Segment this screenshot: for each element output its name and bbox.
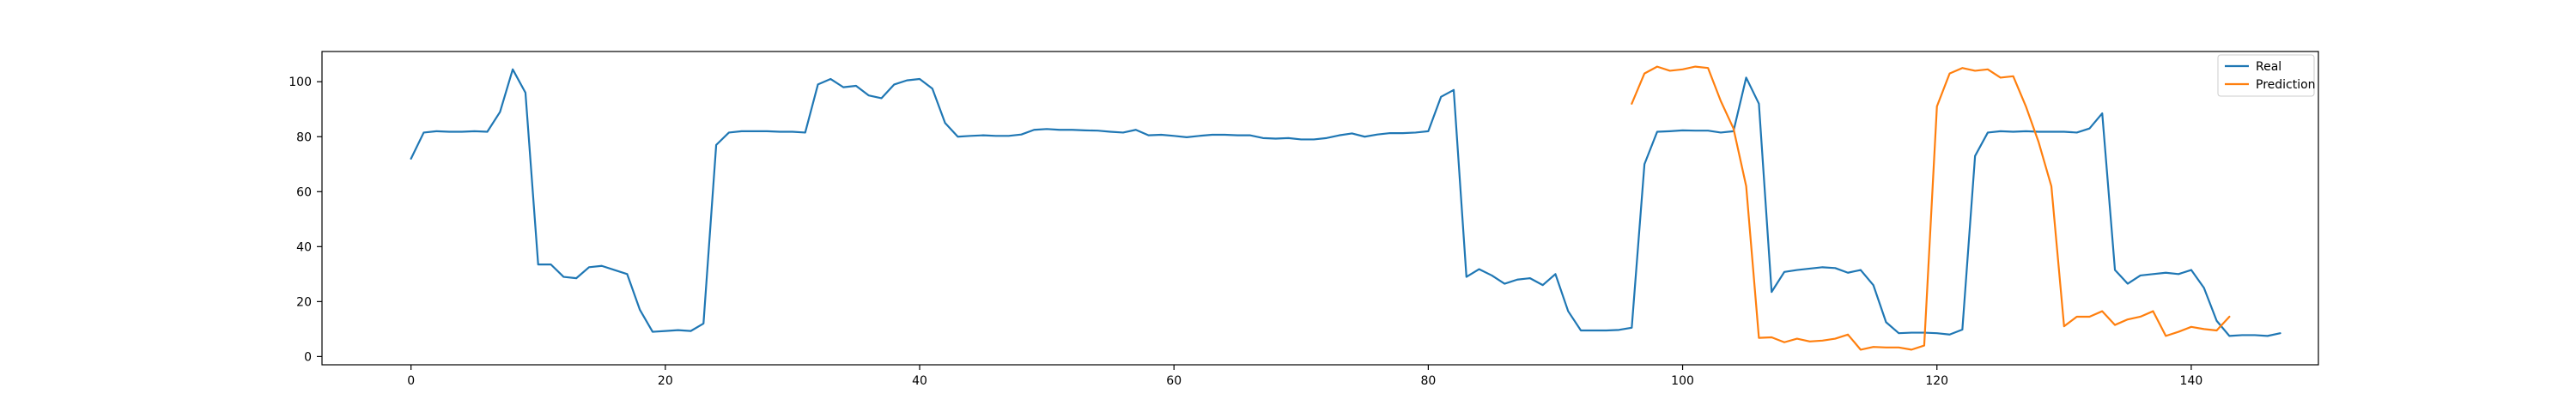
series-line-prediction: [1631, 65, 2231, 351]
y-tick-label: 80: [296, 130, 312, 144]
x-tick-label: 120: [1925, 374, 1948, 388]
y-tick-label: 0: [304, 350, 312, 364]
x-tick-label: 40: [912, 374, 927, 388]
y-axis: 0 20 40 60 80 100: [289, 76, 322, 364]
y-tick-label: 20: [296, 295, 312, 309]
x-axis: 0 20 40 60 80 100 120 140: [407, 365, 2202, 388]
x-tick-label: 100: [1671, 374, 1694, 388]
legend-label: Prediction: [2256, 78, 2316, 92]
series-layer: [410, 65, 2281, 351]
y-tick-label: 40: [296, 240, 312, 254]
y-tick-label: 100: [289, 76, 312, 89]
x-tick-label: 0: [407, 374, 415, 388]
x-tick-label: 20: [658, 374, 673, 388]
legend-label: Real: [2256, 60, 2281, 74]
legend: Real Prediction: [2217, 54, 2316, 97]
x-tick-label: 60: [1166, 374, 1182, 388]
y-tick-label: 60: [296, 185, 312, 199]
plot-area: [322, 52, 2318, 365]
x-tick-label: 140: [2180, 374, 2203, 388]
x-tick-label: 80: [1420, 374, 1436, 388]
plot-frame: [321, 51, 2319, 366]
series-line-real: [410, 68, 2281, 337]
